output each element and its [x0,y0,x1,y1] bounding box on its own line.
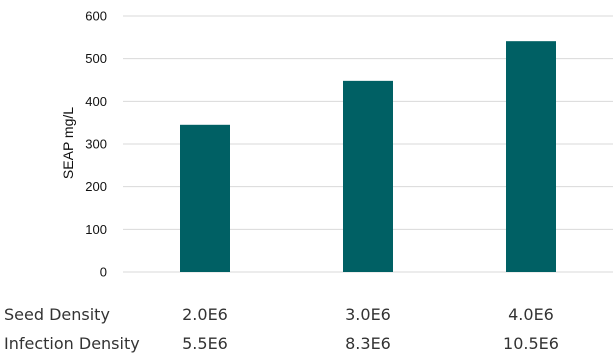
y-tick-label: 300 [85,137,107,152]
y-tick-label: 200 [85,179,107,194]
category-tick-label: 2.0E6 [182,305,228,324]
category-tick-label: 8.3E6 [345,334,391,353]
category-tick-label: 10.5E6 [503,334,559,353]
category-tick-label: 3.0E6 [345,305,391,324]
bar [506,41,556,272]
y-tick-label: 100 [85,222,107,237]
y-tick-label: 500 [85,51,107,66]
bar [343,80,393,272]
bar [180,124,230,272]
category-row-label: Seed Density [4,305,110,324]
y-tick-label: 0 [100,265,107,280]
y-axis-ticks: 0 100 200 300 400 500 600 [85,9,107,280]
y-axis-label: SEAP mg/L [60,107,76,179]
category-row-label: Infection Density [4,334,140,353]
category-tick-label: 4.0E6 [508,305,554,324]
category-tick-label: 5.5E6 [182,334,228,353]
category-rows: Seed Density 2.0E6 3.0E6 4.0E6 Infection Den… [4,305,559,353]
bars [180,41,556,272]
y-tick-label: 400 [85,94,107,109]
y-tick-label: 600 [85,9,107,24]
